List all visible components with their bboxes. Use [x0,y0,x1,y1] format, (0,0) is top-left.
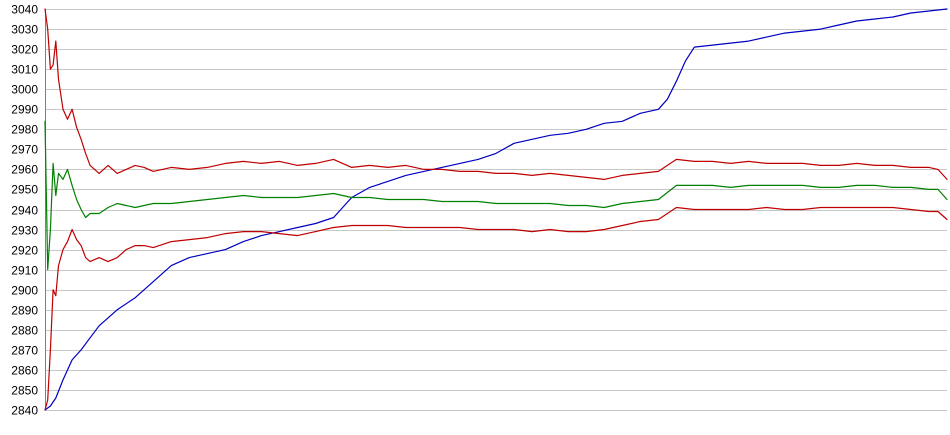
y-tick-label-2980: 2980 [11,123,38,137]
y-tick-label-2860: 2860 [11,364,38,378]
y-tick-label-3000: 3000 [11,83,38,97]
y-tick-label-2900: 2900 [11,284,38,298]
y-tick-label-2910: 2910 [11,264,38,278]
y-tick-labels: 2840 2850 2860 2870 2880 2890 2900 2910 2920 2930… [11,3,38,418]
y-tick-label-2990: 2990 [11,103,38,117]
series-line-4 [44,206,948,411]
y-tick-label-2880: 2880 [11,324,38,338]
y-tick-label-3030: 3030 [11,23,38,37]
y-tick-label-2870: 2870 [11,344,38,358]
y-tick-label-3010: 3010 [11,63,38,77]
y-tick-label-3040: 3040 [11,3,38,17]
y-tick-label-2840: 2840 [11,404,38,418]
y-tick-label-3020: 3020 [11,43,38,57]
y-tick-label-2930: 2930 [11,224,38,238]
series-line-1 [44,8,948,411]
y-tick-label-2890: 2890 [11,304,38,318]
grid [45,9,947,411]
y-tick-label-2920: 2920 [11,244,38,258]
series-line-3 [44,120,948,271]
y-tick-label-2970: 2970 [11,143,38,157]
y-tick-label-2940: 2940 [11,204,38,218]
y-tick-label-2960: 2960 [11,163,38,177]
y-tick-label-2950: 2950 [11,183,38,197]
series-lines [44,8,948,411]
series-line-2 [44,8,948,180]
y-tick-label-2850: 2850 [11,384,38,398]
